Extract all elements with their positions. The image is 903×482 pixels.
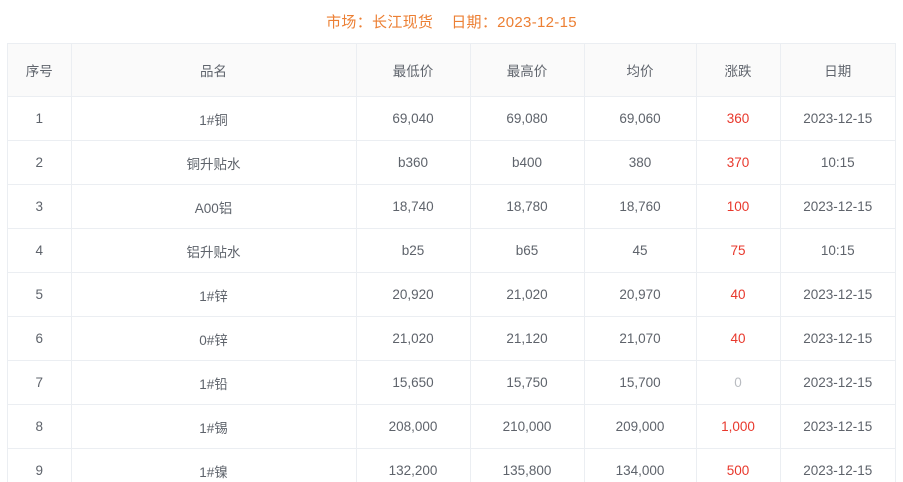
cell-high: 21,120 <box>470 316 585 361</box>
cell-high: 135,800 <box>470 448 585 482</box>
col-header-low[interactable]: 最低价 <box>356 44 471 97</box>
cell-name: 0#锌 <box>71 316 357 361</box>
cell-high: 15,750 <box>470 360 585 405</box>
market-label: 市场：长江现货 <box>326 14 434 31</box>
cell-name: 1#铅 <box>71 360 357 405</box>
cell-change: 370 <box>696 140 781 185</box>
table-row[interactable]: 2 铜升贴水 b360 b400 380 370 10:15 <box>8 140 895 185</box>
cell-low: b360 <box>356 140 471 185</box>
cell-low: 132,200 <box>356 448 471 482</box>
cell-index: 8 <box>8 404 72 449</box>
cell-low: 18,740 <box>356 184 471 229</box>
table-header-row: 序号 品名 最低价 最高价 均价 涨跌 日期 <box>8 44 895 97</box>
price-table: 序号 品名 最低价 最高价 均价 涨跌 日期 1 1#铜 69,040 69,080 6… <box>8 44 895 482</box>
date-label: 日期：2023-12-15 <box>451 14 577 31</box>
cell-index: 3 <box>8 184 72 229</box>
cell-index: 9 <box>8 448 72 482</box>
col-header-change[interactable]: 涨跌 <box>696 44 781 97</box>
cell-high: 210,000 <box>470 404 585 449</box>
cell-name: A00铝 <box>71 184 357 229</box>
col-header-avg[interactable]: 均价 <box>584 44 697 97</box>
cell-avg: 20,970 <box>584 272 697 317</box>
cell-name: 铝升贴水 <box>71 228 357 273</box>
cell-date: 10:15 <box>780 140 895 185</box>
cell-index: 2 <box>8 140 72 185</box>
cell-date: 2023-12-15 <box>780 404 895 449</box>
cell-date: 2023-12-15 <box>780 272 895 317</box>
cell-high: b65 <box>470 228 585 273</box>
cell-high: 18,780 <box>470 184 585 229</box>
cell-avg: 18,760 <box>584 184 697 229</box>
table-row[interactable]: 9 1#镍 132,200 135,800 134,000 500 2023-12-15 <box>8 448 895 482</box>
cell-change: 40 <box>696 272 781 317</box>
cell-date: 2023-12-15 <box>780 448 895 482</box>
table-row[interactable]: 3 A00铝 18,740 18,780 18,760 100 2023-12-15 <box>8 184 895 229</box>
col-header-name[interactable]: 品名 <box>71 44 357 97</box>
cell-low: b25 <box>356 228 471 273</box>
cell-change: 1,000 <box>696 404 781 449</box>
cell-name: 铜升贴水 <box>71 140 357 185</box>
cell-index: 1 <box>8 96 72 141</box>
cell-low: 69,040 <box>356 96 471 141</box>
col-header-high[interactable]: 最高价 <box>470 44 585 97</box>
cell-change: 500 <box>696 448 781 482</box>
col-header-index[interactable]: 序号 <box>8 44 72 97</box>
cell-high: 21,020 <box>470 272 585 317</box>
cell-date: 10:15 <box>780 228 895 273</box>
price-table-container: 序号 品名 最低价 最高价 均价 涨跌 日期 1 1#铜 69,040 69,080 6… <box>7 43 896 482</box>
col-header-date[interactable]: 日期 <box>780 44 895 97</box>
table-row[interactable]: 7 1#铅 15,650 15,750 15,700 0 2023-12-15 <box>8 360 895 405</box>
cell-avg: 21,070 <box>584 316 697 361</box>
cell-high: 69,080 <box>470 96 585 141</box>
cell-low: 21,020 <box>356 316 471 361</box>
cell-index: 5 <box>8 272 72 317</box>
table-row[interactable]: 5 1#锌 20,920 21,020 20,970 40 2023-12-15 <box>8 272 895 317</box>
cell-low: 15,650 <box>356 360 471 405</box>
cell-date: 2023-12-15 <box>780 316 895 361</box>
cell-index: 4 <box>8 228 72 273</box>
cell-change: 40 <box>696 316 781 361</box>
cell-change: 100 <box>696 184 781 229</box>
cell-avg: 69,060 <box>584 96 697 141</box>
cell-high: b400 <box>470 140 585 185</box>
table-header: 序号 品名 最低价 最高价 均价 涨跌 日期 <box>8 44 895 97</box>
cell-change: 0 <box>696 360 781 405</box>
table-row[interactable]: 1 1#铜 69,040 69,080 69,060 360 2023-12-15 <box>8 96 895 141</box>
cell-low: 208,000 <box>356 404 471 449</box>
cell-date: 2023-12-15 <box>780 184 895 229</box>
cell-avg: 134,000 <box>584 448 697 482</box>
cell-avg: 380 <box>584 140 697 185</box>
table-row[interactable]: 8 1#锡 208,000 210,000 209,000 1,000 2023-12-15 <box>8 404 895 449</box>
table-body: 1 1#铜 69,040 69,080 69,060 360 2023-12-15 2 铜升贴水… <box>8 96 895 482</box>
cell-change: 75 <box>696 228 781 273</box>
table-row[interactable]: 6 0#锌 21,020 21,120 21,070 40 2023-12-15 <box>8 316 895 361</box>
cell-index: 6 <box>8 316 72 361</box>
cell-low: 20,920 <box>356 272 471 317</box>
cell-name: 1#镍 <box>71 448 357 482</box>
cell-avg: 45 <box>584 228 697 273</box>
cell-name: 1#锡 <box>71 404 357 449</box>
cell-date: 2023-12-15 <box>780 360 895 405</box>
cell-name: 1#锌 <box>71 272 357 317</box>
cell-avg: 209,000 <box>584 404 697 449</box>
page-title: 市场：长江现货 日期：2023-12-15 <box>0 0 903 43</box>
cell-date: 2023-12-15 <box>780 96 895 141</box>
cell-index: 7 <box>8 360 72 405</box>
cell-avg: 15,700 <box>584 360 697 405</box>
cell-change: 360 <box>696 96 781 141</box>
cell-name: 1#铜 <box>71 96 357 141</box>
table-row[interactable]: 4 铝升贴水 b25 b65 45 75 10:15 <box>8 228 895 273</box>
